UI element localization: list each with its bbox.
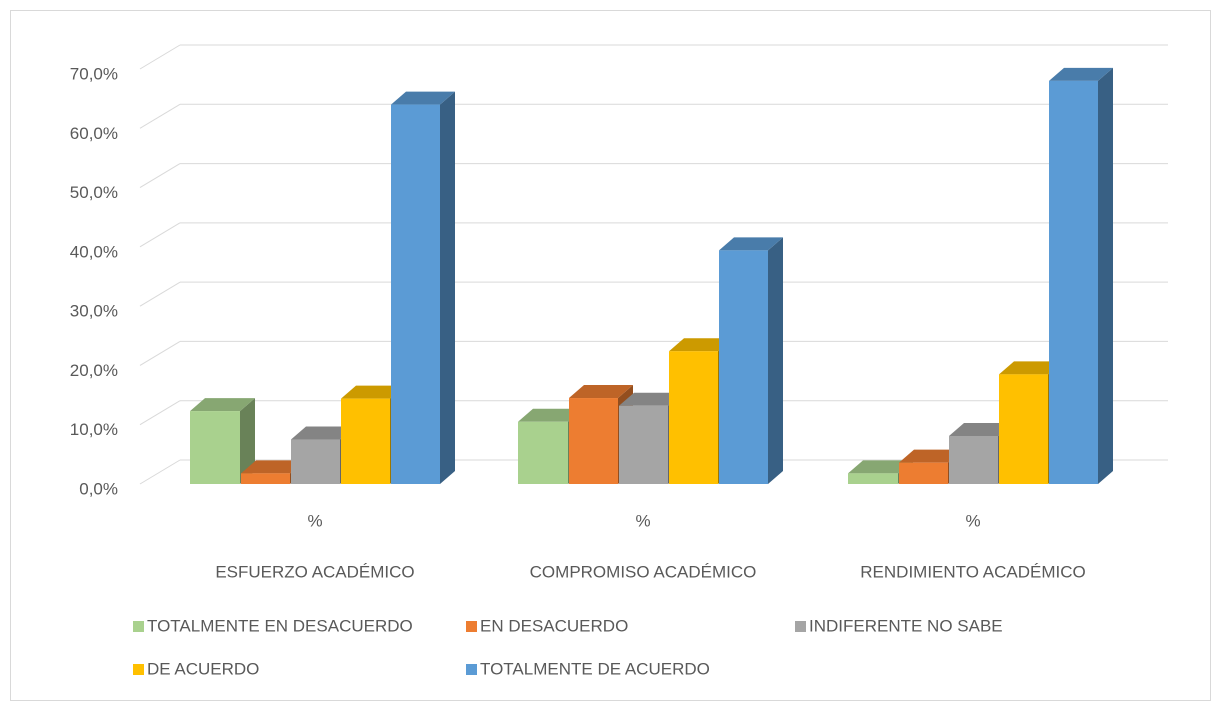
y-tick-label: 10,0% [70, 420, 118, 439]
legend-label: INDIFERENTE NO SABE [809, 616, 1003, 635]
legend-label: EN DESACUERDO [480, 616, 628, 635]
grid-line [139, 459, 181, 485]
bar-front [341, 398, 390, 484]
legend-swatch [466, 664, 477, 675]
bar-front [241, 473, 290, 484]
bar-top [569, 385, 633, 399]
legend-label: DE ACUERDO [147, 659, 259, 678]
y-tick-label: 70,0% [70, 64, 118, 83]
legend-swatch [795, 621, 806, 632]
bar-side [1098, 67, 1113, 484]
bar-top [848, 460, 913, 474]
legend-swatch [133, 621, 144, 632]
bar-top [719, 237, 783, 251]
legend-label: TOTALMENTE EN DESACUERDO [147, 616, 413, 635]
bar-front [291, 439, 340, 484]
bar-top [518, 408, 583, 422]
bar-front [518, 421, 568, 484]
x-tick-label: COMPROMISO ACADÉMICO [530, 562, 757, 581]
bar-top [619, 392, 683, 406]
chart-border [10, 10, 1211, 701]
bar-front [619, 405, 668, 484]
x-tick-label: ESFUERZO ACADÉMICO [215, 562, 414, 581]
bar [719, 237, 783, 484]
bar-front [1049, 80, 1098, 484]
bar-front [899, 462, 948, 484]
y-tick-label: 0,0% [79, 479, 118, 498]
grid-line [139, 340, 181, 366]
bar-top [241, 460, 305, 474]
bar-top [341, 385, 405, 399]
bar [391, 91, 455, 485]
bar-front [569, 398, 618, 484]
bar [190, 398, 255, 484]
bar-front [999, 374, 1048, 484]
bar-front [391, 104, 440, 485]
x-tick-label: RENDIMIENTO ACADÉMICO [860, 562, 1085, 581]
bar-front [949, 435, 998, 484]
legend-label: TOTALMENTE DE ACUERDO [480, 659, 710, 678]
bar-front [190, 411, 240, 484]
bar-top [999, 361, 1063, 375]
x-subcategory-label: % [635, 511, 650, 530]
y-tick-label: 30,0% [70, 302, 118, 321]
bar-top [1049, 67, 1113, 81]
bar-top [949, 422, 1013, 436]
legend-swatch [466, 621, 477, 632]
bar-top [899, 449, 963, 463]
y-tick-label: 20,0% [70, 361, 118, 380]
grid-line [139, 281, 181, 307]
x-subcategory-label: % [307, 511, 322, 530]
bar [1049, 67, 1113, 484]
grid-line [139, 400, 181, 426]
bar-front [719, 250, 768, 484]
grid-line [139, 222, 181, 248]
bar-top [190, 398, 255, 412]
bar-front [669, 351, 718, 484]
y-tick-label: 40,0% [70, 242, 118, 261]
bar-top [669, 338, 733, 352]
bar-top [291, 426, 355, 440]
legend-swatch [133, 664, 144, 675]
x-subcategory-label: % [965, 511, 980, 530]
y-tick-label: 60,0% [70, 124, 118, 143]
bar-front [848, 473, 898, 484]
grid-line [139, 163, 181, 189]
bar-side [440, 91, 455, 485]
bar-top [391, 91, 455, 105]
bar-side [240, 398, 255, 484]
grid-line [139, 44, 181, 70]
bar-side [768, 237, 783, 484]
y-tick-label: 50,0% [70, 183, 118, 202]
grid-line [139, 103, 181, 129]
